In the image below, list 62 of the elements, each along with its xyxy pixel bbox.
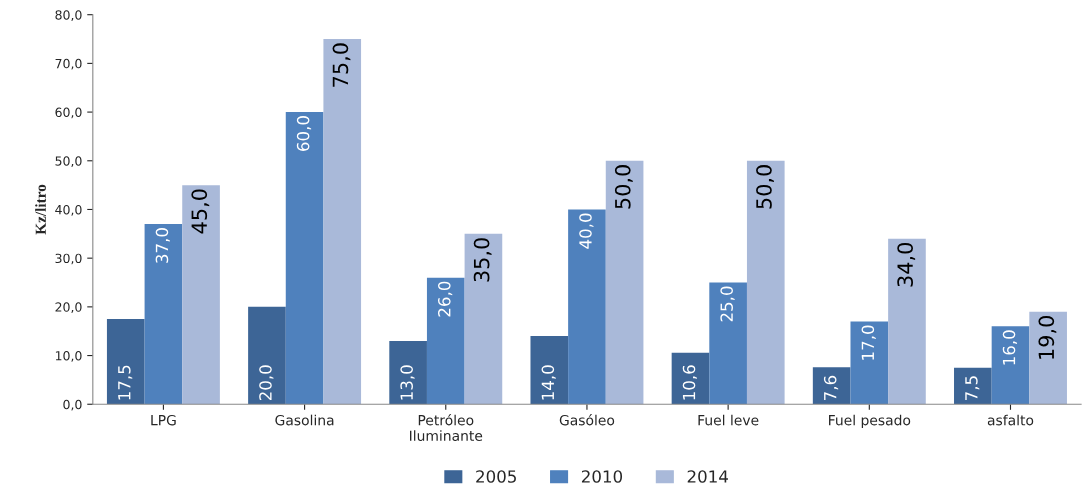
x-tick-label: Fuel leve [698, 414, 759, 426]
bar [568, 209, 606, 405]
legend-label: 2010 [581, 470, 623, 483]
y-tick-label: 30,0 [55, 253, 82, 265]
y-tick-label: 40,0 [55, 204, 82, 216]
bar [746, 160, 785, 405]
y-tick-label: 70,0 [55, 58, 82, 70]
bar [389, 340, 427, 405]
data-label: 50,0 [756, 165, 774, 209]
bar [671, 352, 710, 405]
bar [285, 112, 324, 405]
y-tick-label: 0,0 [63, 399, 82, 411]
bar [888, 238, 926, 405]
y-tick-label: 20,0 [55, 302, 82, 314]
bar [709, 282, 747, 405]
x-tick-label: Petróleo Iluminante [410, 414, 483, 441]
bar [323, 39, 362, 405]
bar [530, 336, 569, 405]
data-label: 17,5 [118, 365, 133, 400]
bar [426, 277, 465, 405]
data-label: 34,0 [897, 243, 916, 287]
bar [182, 185, 220, 405]
x-tick-label: Gasóleo [559, 414, 615, 426]
x-tick-label: Gasolina [275, 414, 334, 426]
data-label: 35,0 [473, 238, 492, 282]
data-label: 40,0 [579, 213, 594, 249]
bar [1029, 311, 1067, 405]
data-label: 26,0 [438, 281, 453, 317]
bar [850, 321, 889, 405]
x-tick-label: LPG [151, 414, 176, 426]
y-tick-label: 50,0 [55, 156, 82, 167]
bar [954, 367, 992, 405]
data-label: 17,0 [861, 325, 876, 360]
data-label: 10,6 [682, 365, 698, 400]
bar [812, 367, 851, 405]
data-label: 7,6 [823, 375, 839, 400]
x-tick-label: asfalto [987, 414, 1034, 426]
data-label: 20,0 [259, 365, 274, 401]
bar [106, 319, 145, 405]
bar [248, 306, 286, 405]
data-label: 60,0 [296, 116, 312, 151]
bar [605, 160, 644, 405]
data-label: 19,0 [1038, 316, 1057, 359]
y-axis-title: Kz/litro [35, 184, 46, 235]
data-label: 7,5 [965, 376, 980, 400]
data-label: 75,0 [332, 43, 351, 87]
bar [144, 224, 183, 405]
data-label: 50,0 [614, 165, 633, 209]
y-tick-label: 80,0 [55, 10, 82, 21]
bar [464, 233, 503, 405]
y-tick-label: 60,0 [55, 107, 82, 119]
data-label: 16,0 [1002, 330, 1018, 365]
data-label: 13,0 [400, 365, 415, 400]
data-label: 45,0 [191, 189, 210, 234]
x-tick-label: Fuel pesado [829, 414, 911, 429]
legend-label: 2014 [687, 470, 728, 483]
data-label: 25,0 [720, 286, 735, 322]
bar [991, 326, 1030, 405]
data-label: 37,0 [155, 228, 170, 263]
y-tick-label: 10,0 [55, 351, 82, 362]
data-label: 14,0 [541, 365, 556, 400]
legend-label: 2005 [476, 470, 516, 483]
